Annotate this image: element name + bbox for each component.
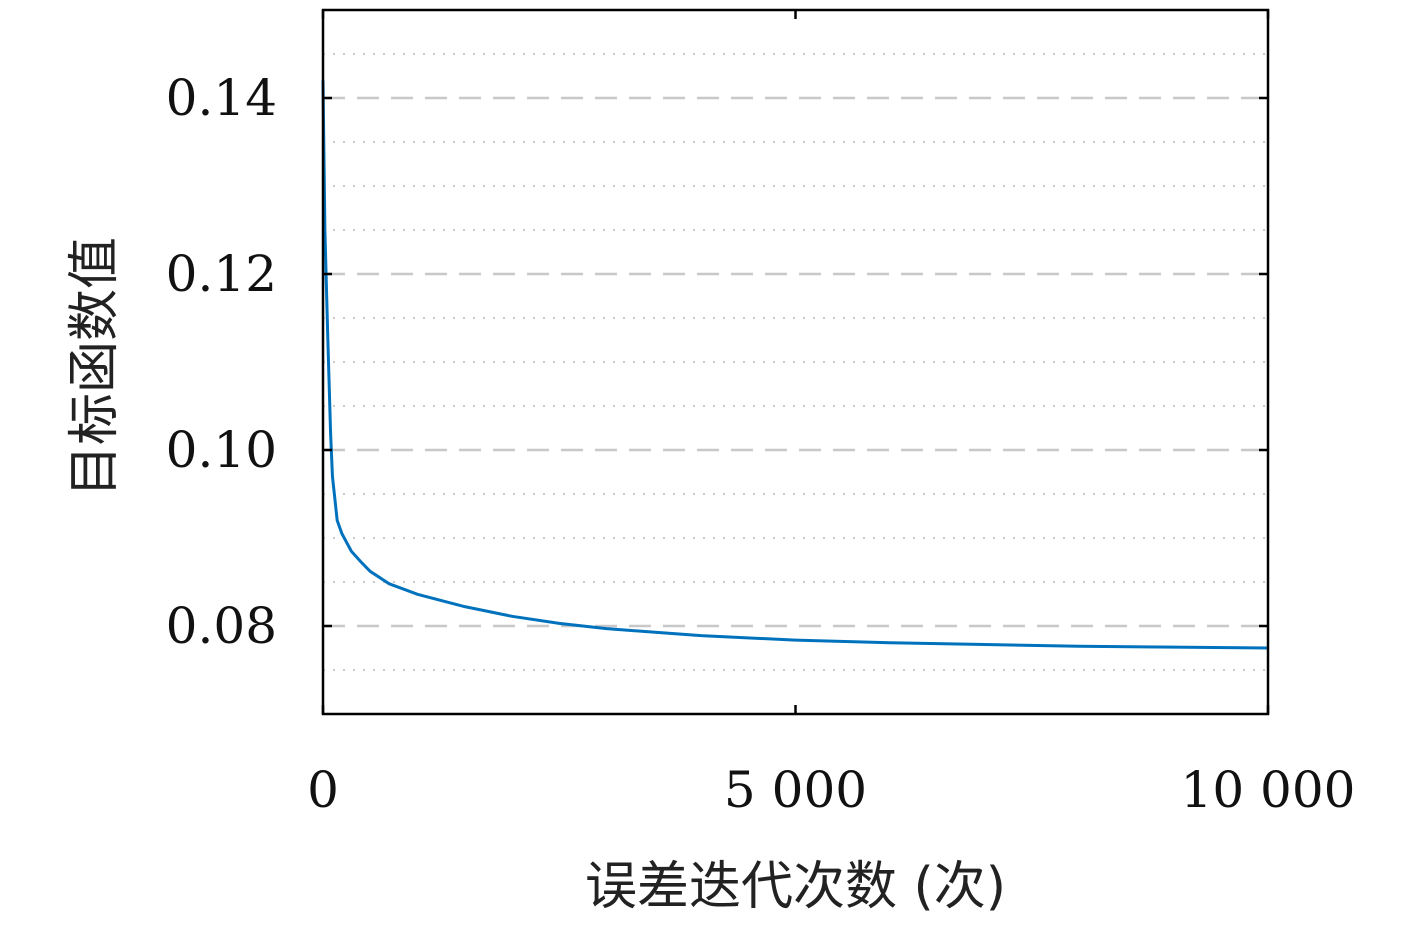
y-tick-label: 0.10 bbox=[166, 421, 277, 479]
major-gridlines bbox=[323, 96, 1268, 628]
y-axis-title: 目标函数值 bbox=[65, 237, 125, 497]
x-axis-title: 误差迭代次数 (次) bbox=[585, 857, 1006, 917]
axis-ticks bbox=[321, 10, 1270, 714]
x-tick-label: 5 000 bbox=[724, 761, 867, 819]
minor-gridlines bbox=[323, 53, 1268, 671]
y-tick-label: 0.12 bbox=[166, 245, 277, 303]
x-tick-label: 10 000 bbox=[1181, 761, 1356, 819]
x-tick-label: 0 bbox=[307, 761, 339, 819]
y-tick-label: 0.08 bbox=[166, 597, 277, 655]
objective-value-series-line bbox=[321, 80, 1269, 650]
y-tick-label: 0.14 bbox=[166, 69, 277, 127]
y-tick-labels: 0.08 0.10 0.12 0.14 bbox=[166, 69, 277, 655]
x-tick-labels: 0 5 000 10 000 bbox=[307, 761, 1355, 819]
